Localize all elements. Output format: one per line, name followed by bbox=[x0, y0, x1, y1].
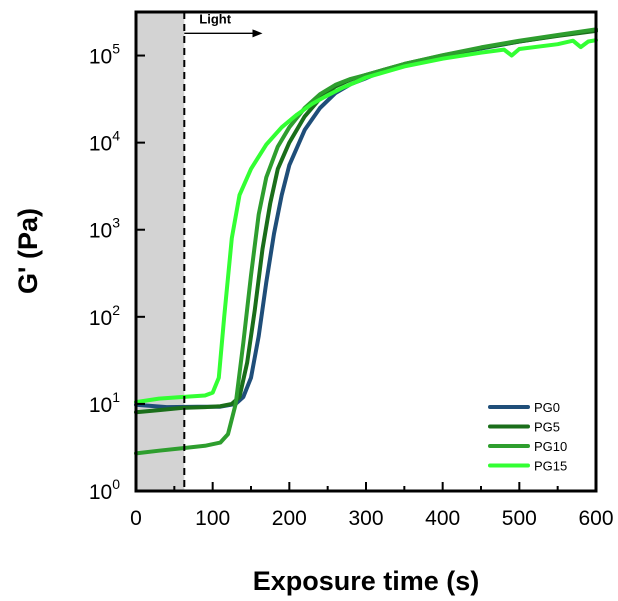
x-axis-title: Exposure time (s) bbox=[253, 566, 480, 596]
light-annotation-label: Light bbox=[199, 11, 231, 26]
series-layer bbox=[134, 27, 598, 456]
y-axis: 100 101 102 103 104 105 bbox=[89, 41, 145, 504]
y-axis-title: G' (Pa) bbox=[13, 208, 43, 294]
legend: PG0 PG5 PG10 PG15 bbox=[488, 400, 567, 474]
x-tick-label: 400 bbox=[425, 507, 460, 530]
y-tick-label: 101 bbox=[89, 389, 120, 417]
legend-label-pg5: PG5 bbox=[534, 420, 560, 435]
x-tick-label: 600 bbox=[578, 507, 613, 530]
y-tick-label: 103 bbox=[89, 215, 120, 243]
series-line-pg10 bbox=[134, 27, 598, 456]
x-tick-label: 200 bbox=[272, 507, 307, 530]
y-tick-label: 105 bbox=[89, 41, 120, 69]
y-tick-label: 100 bbox=[89, 476, 120, 504]
light-annotation-arrow-head bbox=[252, 29, 263, 38]
x-tick-label: 500 bbox=[502, 507, 537, 530]
legend-label-pg10: PG10 bbox=[534, 439, 567, 454]
x-axis: 0 100 200 300 400 500 600 bbox=[130, 482, 614, 530]
annotation-layer: Light bbox=[184, 11, 263, 38]
shaded-region-layer bbox=[136, 12, 185, 491]
legend-label-pg15: PG15 bbox=[534, 459, 567, 474]
light-off-shaded-region bbox=[136, 12, 185, 491]
y-tick-label: 104 bbox=[89, 128, 120, 156]
x-tick-label: 300 bbox=[348, 507, 383, 530]
legend-label-pg0: PG0 bbox=[534, 400, 560, 415]
series-line-pg15 bbox=[134, 38, 598, 405]
y-tick-label: 102 bbox=[89, 302, 120, 330]
x-tick-label: 0 bbox=[130, 507, 142, 530]
x-tick-label: 100 bbox=[195, 507, 230, 530]
